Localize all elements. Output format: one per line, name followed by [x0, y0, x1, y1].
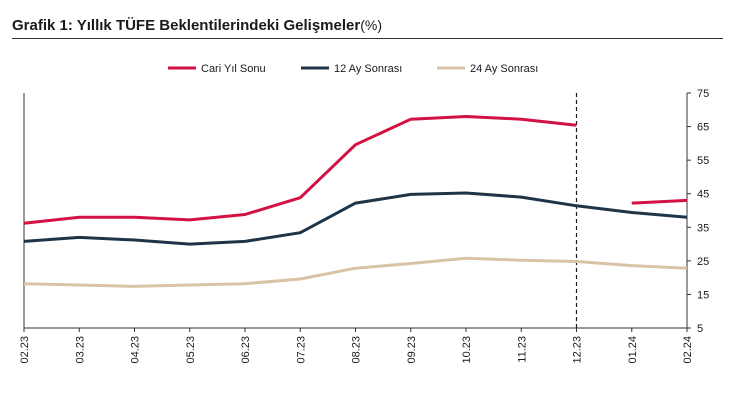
- legend-label: Cari Yıl Sonu: [201, 63, 266, 75]
- series-line-cari-y-l-sonu: [631, 198, 688, 205]
- chart-title-text: Grafik 1: Yıllık TÜFE Beklentilerindeki …: [12, 17, 361, 34]
- y-tick-label: 15: [697, 289, 709, 301]
- x-tick-label: 07.23: [295, 336, 307, 364]
- x-tick-label: 03.23: [74, 336, 86, 364]
- x-tick-label: 12.23: [572, 336, 584, 364]
- y-tick-label: 75: [697, 88, 709, 100]
- chart-unit: (%): [360, 17, 382, 33]
- y-tick-label: 55: [697, 155, 709, 167]
- x-tick-label: 10.23: [461, 336, 473, 364]
- legend-label: 12 Ay Sonrası: [334, 63, 402, 75]
- x-tick-label: 06.23: [240, 336, 252, 364]
- series-line-24-ay-sonras-: [23, 256, 688, 288]
- y-tick-label: 5: [697, 323, 703, 335]
- x-tick-label: 04.23: [130, 336, 142, 364]
- x-tick-label: 09.23: [406, 336, 418, 364]
- chart-title: Grafik 1: Yıllık TÜFE Beklentilerindeki …: [12, 17, 382, 35]
- y-tick-label: 65: [697, 122, 709, 134]
- series-line-12-ay-sonras-: [23, 191, 688, 246]
- x-tick-label: 11.23: [516, 336, 528, 363]
- legend-label: 24 Ay Sonrası: [470, 63, 538, 75]
- series-line-cari-y-l-sonu: [23, 115, 577, 225]
- x-tick-label: 08.23: [351, 336, 363, 364]
- x-tick-label: 05.23: [185, 336, 197, 364]
- title-divider: [12, 38, 723, 39]
- y-tick-label: 45: [697, 189, 709, 201]
- x-tick-label: 01.24: [627, 336, 639, 364]
- y-tick-label: 35: [697, 222, 709, 234]
- x-tick-label: 02.23: [19, 336, 31, 364]
- y-tick-label: 25: [697, 256, 709, 268]
- x-tick-label: 02.24: [682, 336, 694, 364]
